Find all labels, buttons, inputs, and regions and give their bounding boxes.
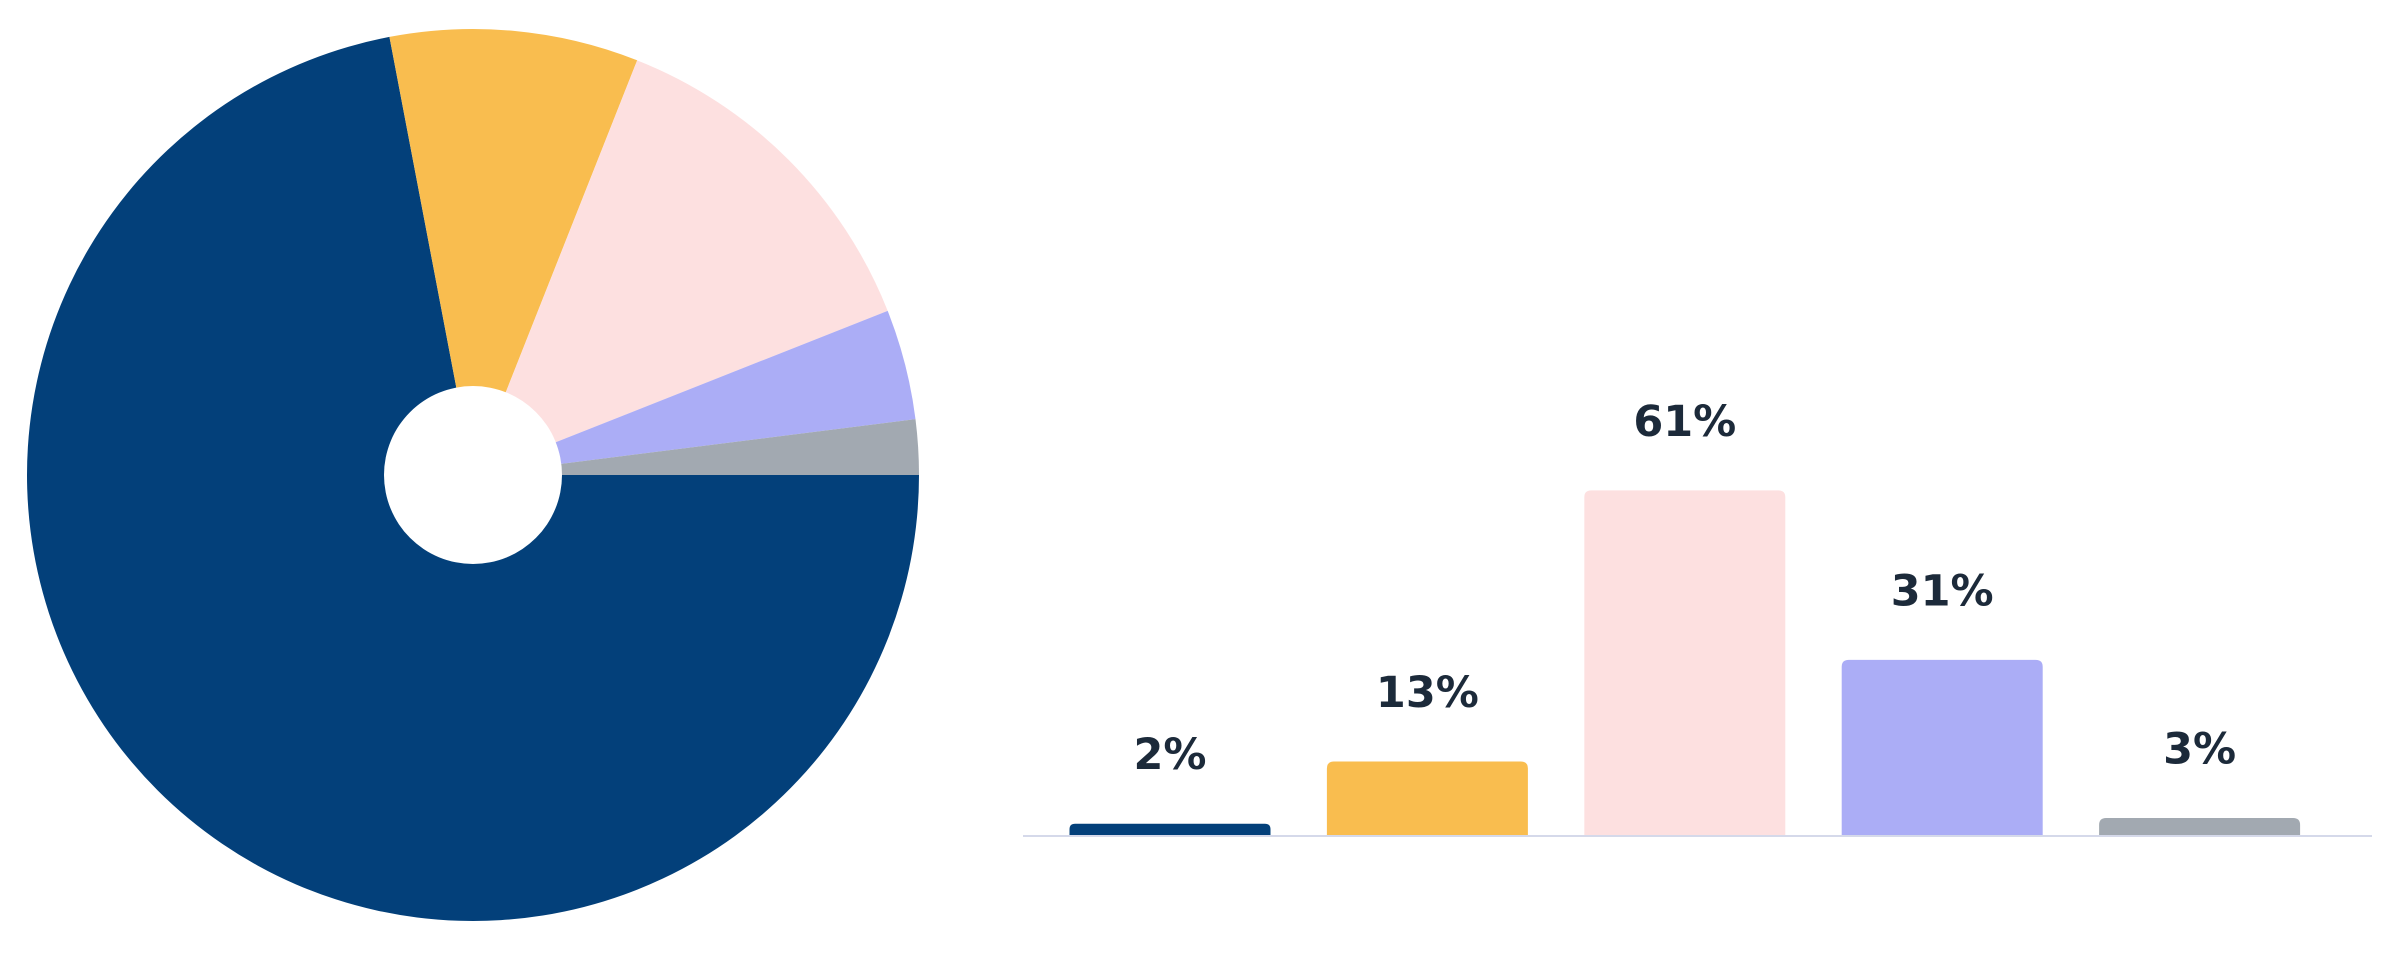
- bar: [1069, 823, 1271, 835]
- value-label: 2%: [1133, 730, 1206, 780]
- pie-hole: [384, 386, 562, 564]
- pie-slice: [473, 60, 888, 475]
- value-label: 3%: [2163, 725, 2236, 775]
- bar: [1326, 761, 1528, 835]
- bar: [1584, 490, 1786, 835]
- bar: [2099, 818, 2301, 835]
- pie-slice: [389, 29, 638, 476]
- bar: [1841, 659, 2043, 835]
- value-label: 61%: [1633, 397, 1736, 447]
- pie-slice: [473, 419, 919, 475]
- pie-slice: [473, 310, 916, 475]
- value-label: 31%: [1891, 566, 1994, 616]
- value-label: 13%: [1376, 668, 1479, 718]
